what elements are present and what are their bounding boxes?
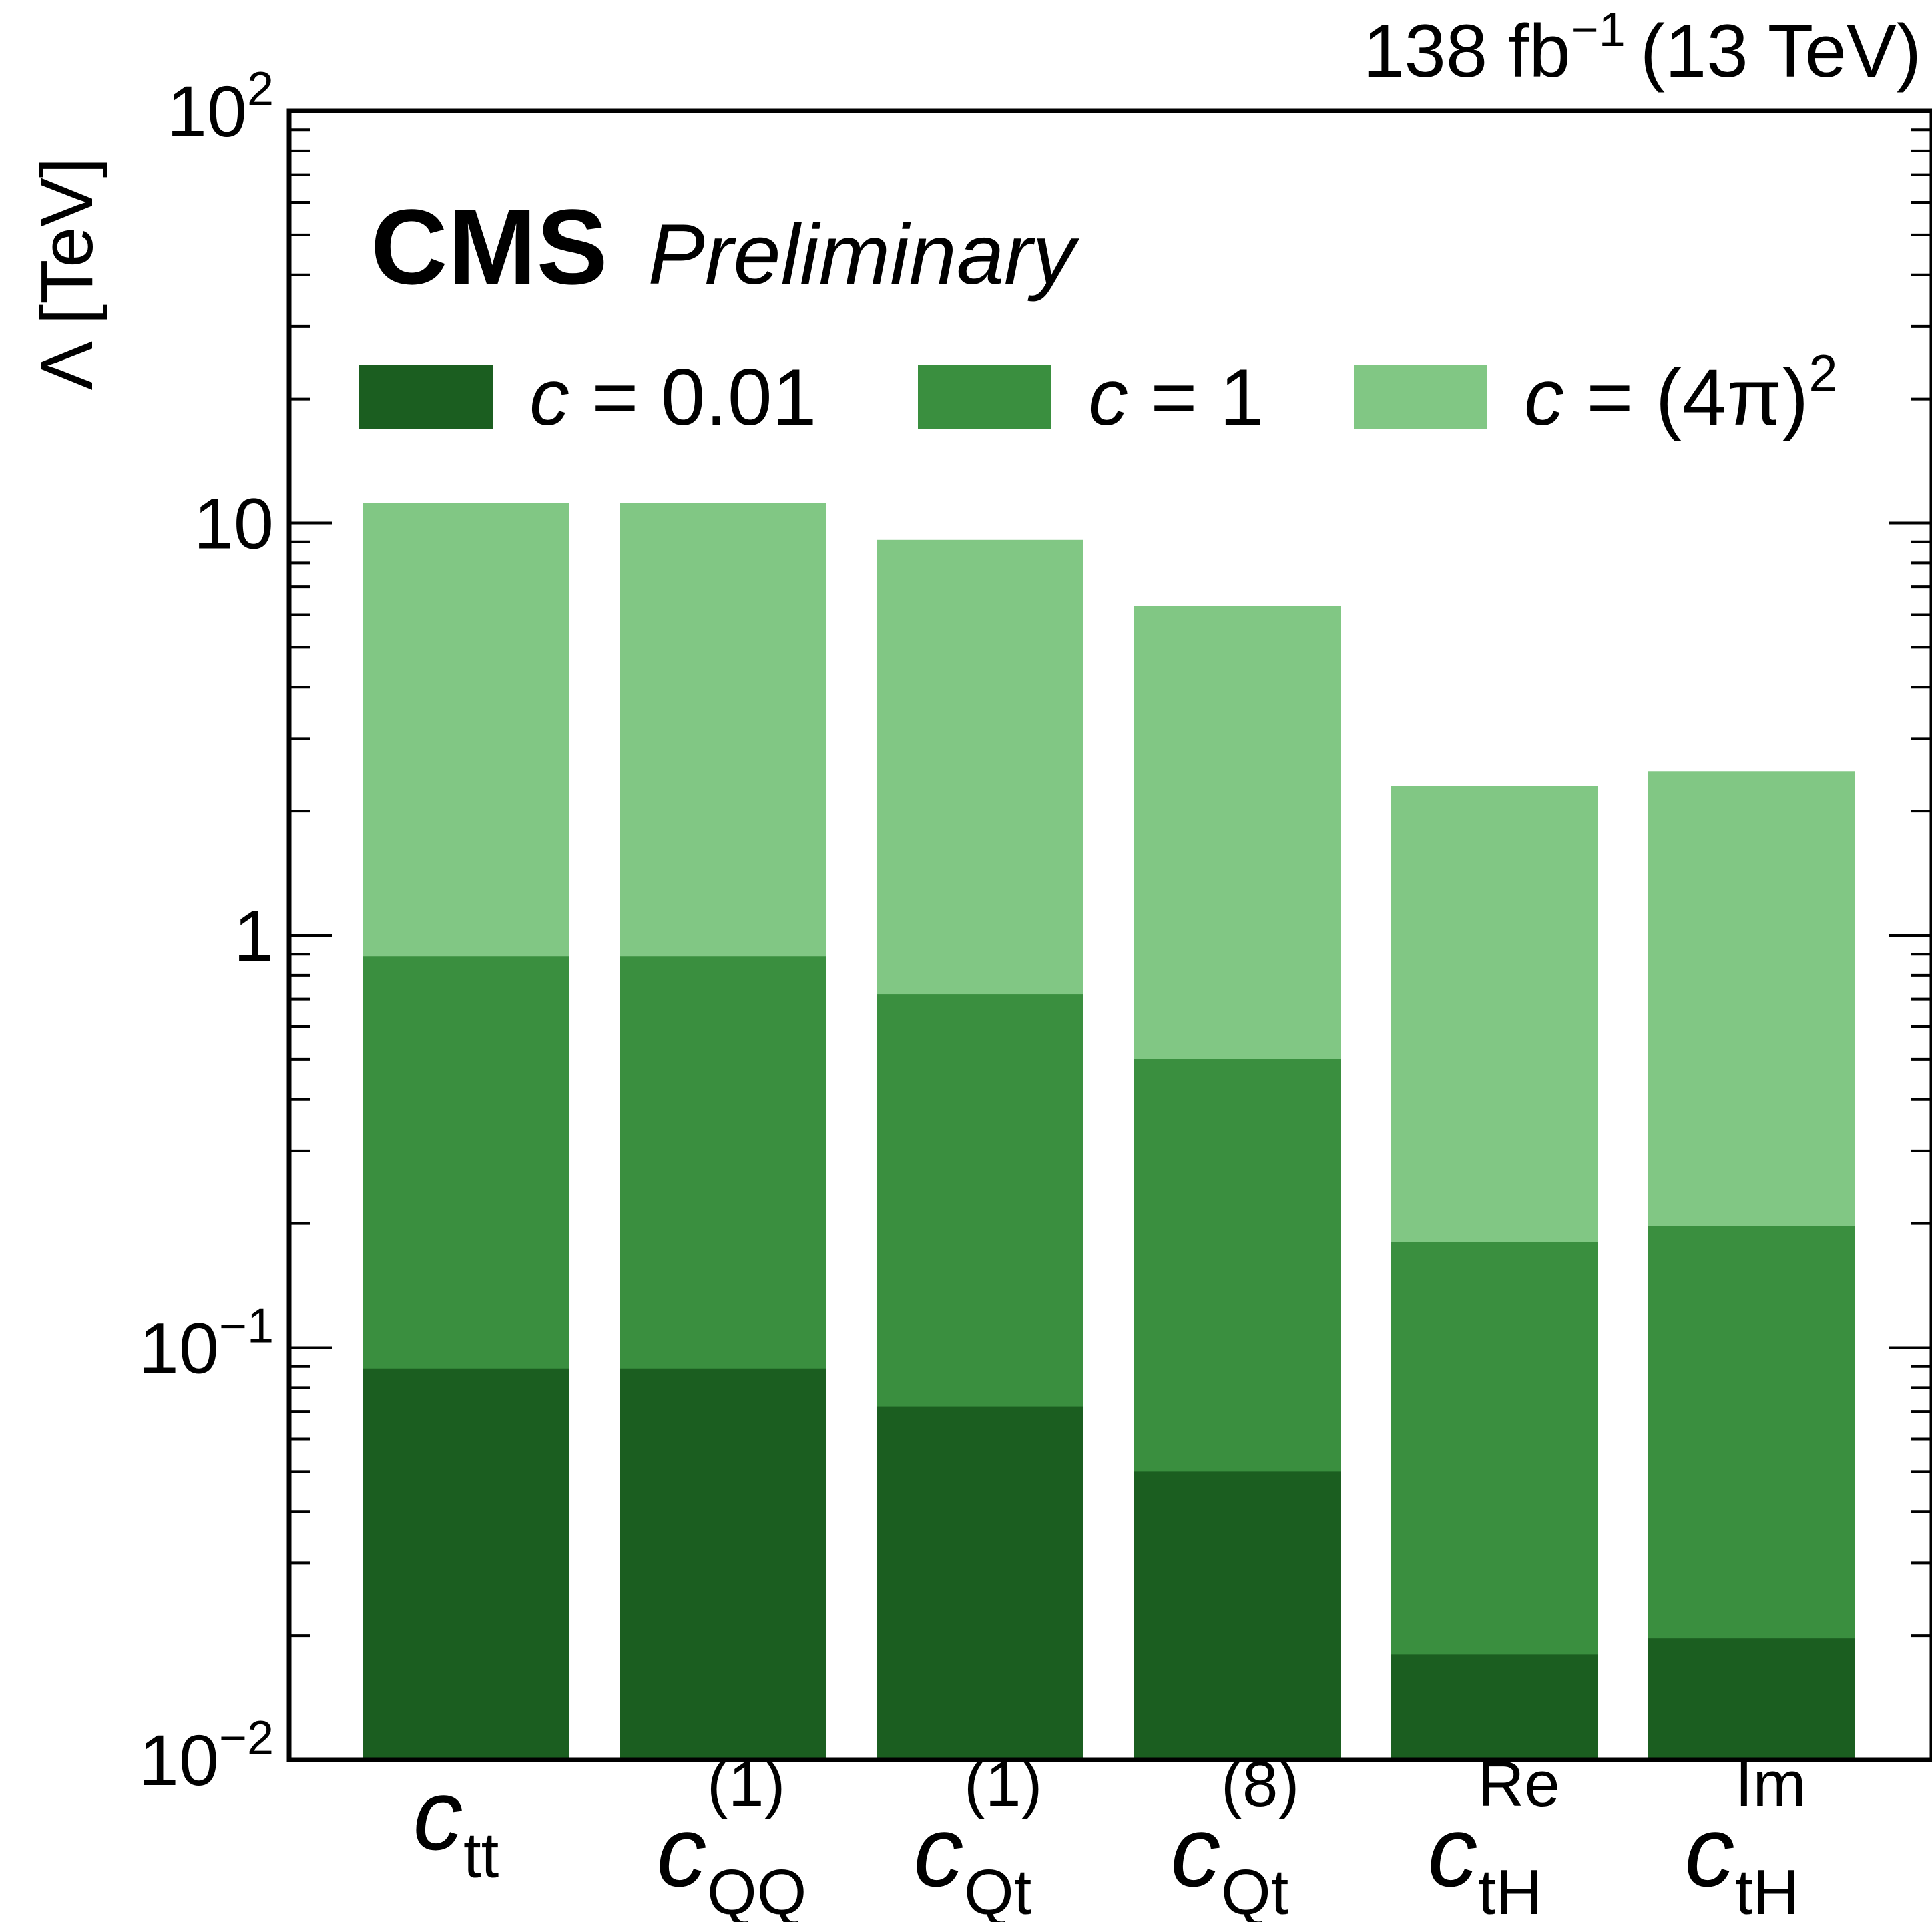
bar-2-4 [1391,1654,1598,1760]
legend-swatch-2 [359,365,493,429]
y-axis-label: Λ [TeV] [26,158,108,391]
luminosity-label: 138 fb−1 (13 TeV) [1363,3,1921,93]
bar-2-2 [877,1406,1083,1760]
x-label-superscript: Re [1478,1748,1560,1820]
lumi-exponent: −1 [1571,3,1626,57]
x-label-superscript: (8) [1221,1748,1299,1820]
bar-2-0 [363,1368,569,1760]
y-tick-labels: 102 10 1 10−1 10−2 [139,63,274,1800]
x-label-superscript: Im [1735,1748,1806,1820]
status-label: Preliminary [648,207,1080,302]
x-label-subscript: Qt [964,1857,1031,1922]
cms-label: CMS [371,187,608,306]
y-tick-label: 1 [234,895,274,976]
x-label-symbol: c [1428,1795,1478,1907]
x-label-subscript: QQ [707,1857,806,1922]
bar-2-5 [1648,1638,1855,1760]
x-label-symbol: c [1685,1795,1735,1907]
bar-2-1 [620,1368,826,1760]
x-label-symbol: c [914,1795,964,1907]
y-tick-label: 102 [167,63,274,152]
energy-value: (13 TeV) [1640,9,1921,93]
y-tick-label: 10−1 [139,1300,274,1389]
legend-label-1: c = 1 [1088,352,1264,442]
legend: c = 0.01 c = 1 c = (4π)2 [359,344,1838,442]
experiment-label: CMS Preliminary [371,187,1080,306]
legend-label-0: c = (4π)2 [1524,344,1838,442]
legend-swatch-1 [918,365,1051,429]
y-tick-label: 10 [194,483,274,564]
x-label-superscript: (1) [964,1748,1042,1820]
x-label-symbol: c [1171,1795,1221,1907]
bars-layer [363,503,1855,1760]
lumi-value: 138 fb [1363,9,1570,93]
x-label-symbol: c [413,1758,463,1871]
plot-frame [286,108,1932,1762]
x-label-subscript: tH [1735,1857,1799,1922]
x-label-superscript: (1) [707,1748,785,1820]
legend-label-2: c = 0.01 [529,352,816,442]
x-label-subscript: tt [463,1820,499,1891]
x-label-subscript: tH [1478,1857,1542,1922]
x-label-symbol: c [657,1795,707,1907]
bar-2-3 [1134,1471,1341,1760]
y-tick-label: 10−2 [139,1712,274,1800]
x-label-subscript: Qt [1221,1857,1288,1922]
legend-swatch-0 [1354,365,1487,429]
